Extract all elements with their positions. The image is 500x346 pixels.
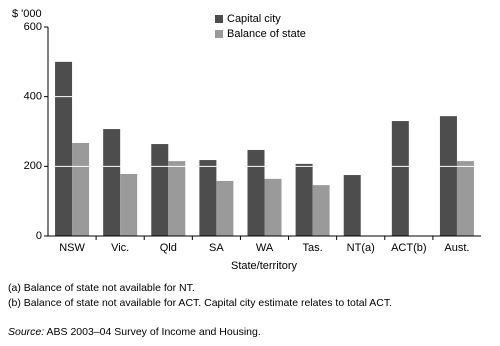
x-tick-label: NSW [59, 242, 85, 254]
source-text: ABS 2003–04 Survey of Income and Housing… [47, 326, 261, 338]
bar [456, 161, 474, 236]
x-tick-label: Qld [160, 242, 177, 254]
footnote: (a) Balance of state not available for N… [8, 282, 195, 294]
bar [391, 121, 409, 236]
x-tick-label: WA [256, 242, 274, 254]
y-tick-label: 200 [24, 160, 42, 172]
x-axis-title: State/territory [231, 260, 298, 272]
legend-swatch [215, 15, 223, 23]
bar [55, 61, 73, 237]
source: Source: ABS 2003–04 Survey of Income and… [8, 326, 261, 338]
x-tick-label: Vic. [111, 242, 129, 254]
y-tick-label: 600 [24, 21, 42, 33]
bar [295, 163, 313, 236]
bar [72, 142, 90, 236]
y-tick-label: 0 [36, 230, 42, 242]
bar [247, 149, 265, 236]
bar [199, 160, 217, 236]
bar [151, 144, 169, 236]
bar [103, 129, 121, 236]
x-tick-label: Aust. [444, 242, 469, 254]
y-axis-title: $ '000 [12, 8, 42, 20]
x-tick-label: NT(a) [347, 242, 375, 254]
x-tick-label: Tas. [303, 242, 323, 254]
x-tick-label: SA [209, 242, 224, 254]
bar [120, 173, 138, 236]
x-tick-label: ACT(b) [391, 242, 426, 254]
footnote: (b) Balance of state not available for A… [8, 297, 392, 309]
bar [439, 116, 457, 236]
legend-swatch [215, 30, 223, 38]
source-label: Source: [8, 326, 44, 338]
y-tick-label: 400 [24, 91, 42, 103]
bar [216, 180, 234, 236]
bar [264, 178, 282, 236]
bar [168, 161, 186, 236]
legend-label: Balance of state [227, 28, 306, 40]
bar [343, 175, 361, 236]
legend-label: Capital city [227, 13, 281, 25]
bar [312, 185, 330, 236]
